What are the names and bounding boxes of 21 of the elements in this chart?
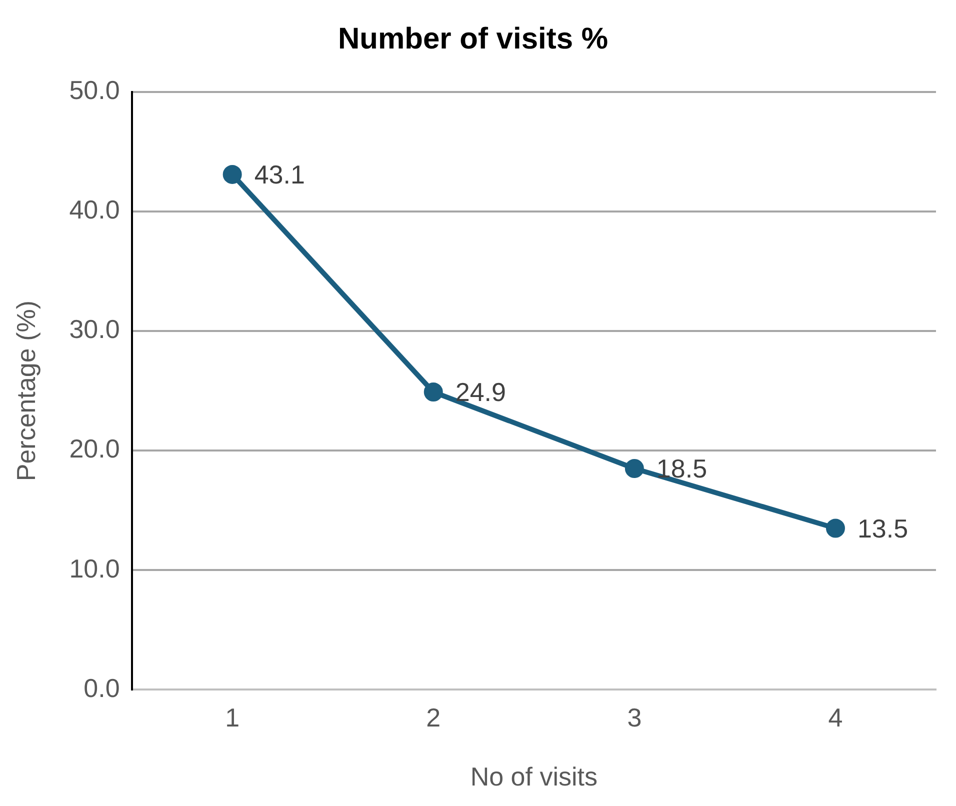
point (624, 458, 644, 478)
x-axis-title: No of visits (470, 762, 598, 792)
data-label: 43.1 (254, 160, 305, 190)
y-tick-label: 0.0 (84, 672, 120, 703)
x-tick-label: 3 (627, 702, 642, 732)
chart-title: Number of visits % (338, 22, 608, 56)
point (222, 164, 242, 184)
x-tick-label: 2 (426, 702, 441, 732)
y-tick-label: 20.0 (69, 434, 120, 464)
y-tick-label: 50.0 (69, 75, 120, 106)
y-tick-label: 40.0 (69, 194, 120, 225)
x-tick-label: 4 (828, 702, 843, 732)
x-tick-label: 1 (225, 702, 240, 732)
y-axis-title: Percentage (%) (10, 300, 41, 482)
y-tick-label: 10.0 (69, 553, 120, 584)
point (826, 518, 845, 538)
data-label: 18.5 (656, 454, 708, 484)
y-tick-label: 30.0 (69, 314, 120, 344)
point (424, 382, 443, 402)
data-label: 24.9 (455, 377, 506, 408)
data-label: 13.5 (857, 513, 908, 544)
